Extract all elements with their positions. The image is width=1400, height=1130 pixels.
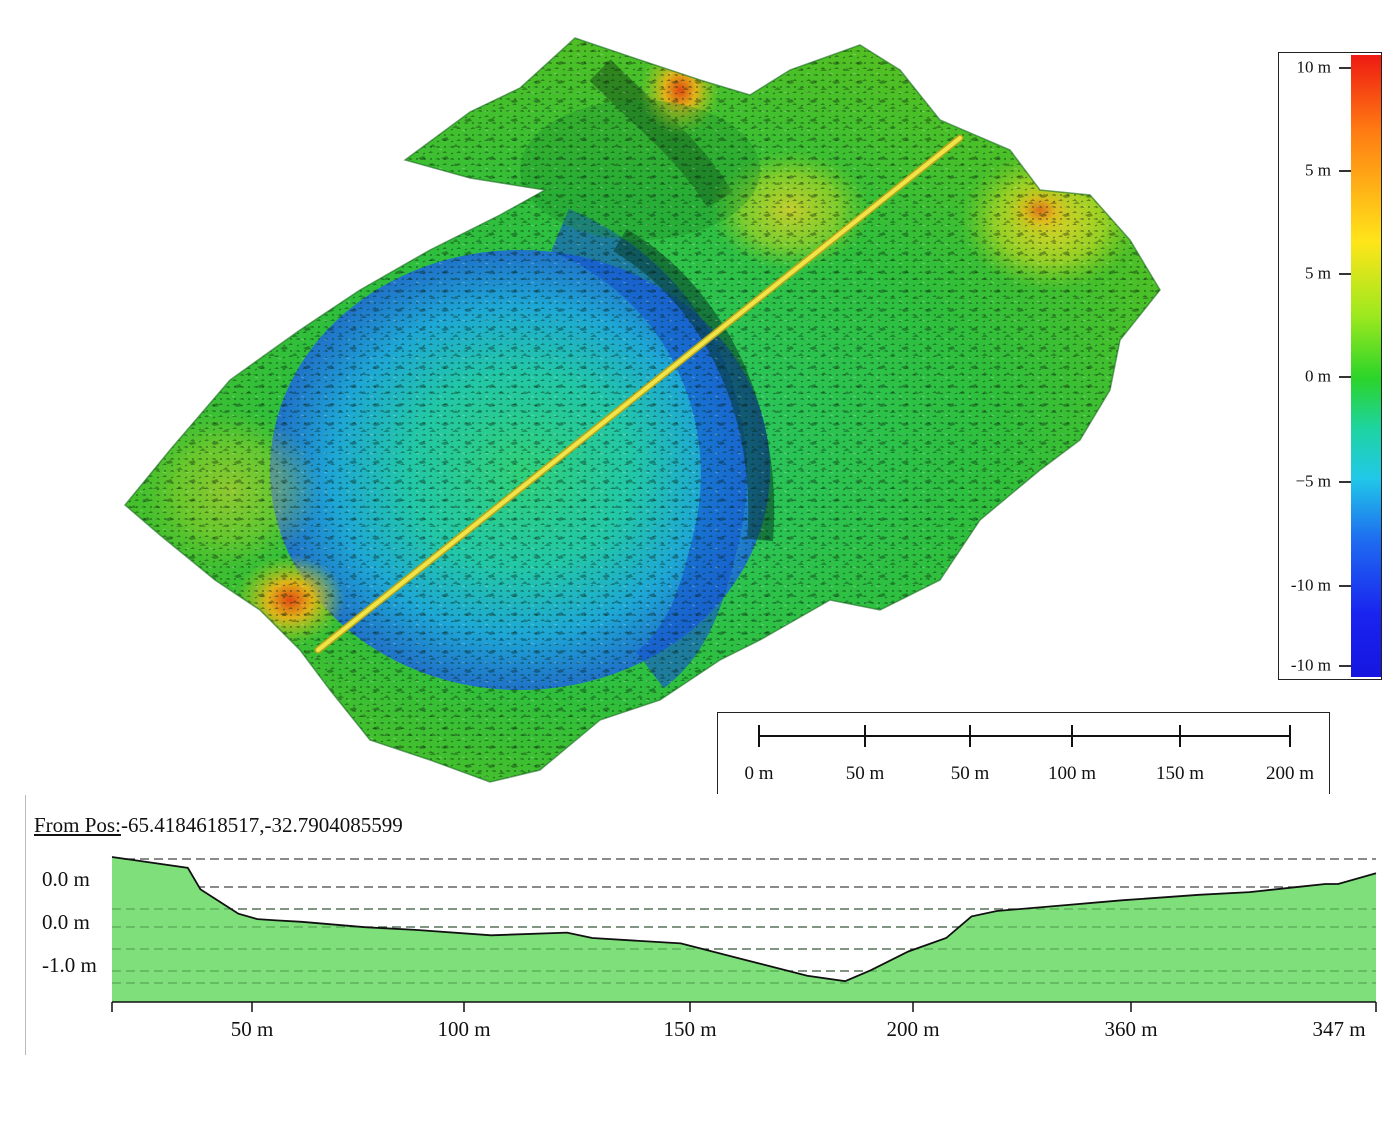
y-tick-label: 0.0 m <box>42 867 90 891</box>
scale-tick <box>969 725 971 747</box>
scale-bar: 0 m 50 m 50 m 100 m 150 m 200 m <box>717 712 1330 794</box>
profile-line <box>111 856 1377 983</box>
scale-label: 200 m <box>1265 763 1315 784</box>
legend-tick <box>1339 481 1351 483</box>
legend-label: −5 m <box>1295 471 1331 491</box>
profile-chart <box>111 856 1377 1012</box>
legend-label: -10 m <box>1290 575 1331 595</box>
x-tick-label: 360 m <box>1104 1017 1158 1041</box>
x-tick-label: 347 m <box>1312 1017 1366 1041</box>
scale-tick <box>864 725 866 747</box>
from-position: From Pos:-65.4184618517,-32.7904085599 <box>34 813 403 838</box>
legend-tick <box>1339 170 1351 172</box>
legend-label: 5 m <box>1305 160 1331 180</box>
y-tick-label: 0.0 m <box>42 910 90 934</box>
scale-bar-line <box>758 735 1290 737</box>
scale-label: 50 m <box>950 763 990 784</box>
from-pos-label: From Pos: <box>34 813 121 837</box>
scale-tick <box>1289 725 1291 747</box>
scale-label: 150 m <box>1155 763 1205 784</box>
legend-tick <box>1339 665 1351 667</box>
elevation-map <box>123 37 1161 783</box>
scale-tick <box>1179 725 1181 747</box>
legend-label: 5 m <box>1305 263 1331 283</box>
legend-label: -10 m <box>1290 655 1331 675</box>
legend-tick <box>1339 376 1351 378</box>
legend-tick <box>1339 273 1351 275</box>
x-tick-label: 100 m <box>437 1017 491 1041</box>
legend-tick <box>1339 585 1351 587</box>
x-tick-label: 50 m <box>230 1017 274 1041</box>
scale-label: 50 m <box>845 763 885 784</box>
x-tick-label: 200 m <box>886 1017 940 1041</box>
profile-area <box>112 857 1376 1002</box>
legend-label: 0 m <box>1305 366 1331 386</box>
elevation-legend: 10 m 5 m 5 m 0 m −5 m -10 m -10 m <box>1278 52 1382 680</box>
from-pos-value: -65.4184618517,-32.7904085599 <box>120 813 403 837</box>
legend-tick <box>1339 67 1351 69</box>
elevation-profile-panel: From Pos:-65.4184618517,-32.7904085599 0… <box>25 795 1387 1055</box>
scale-tick <box>758 725 760 747</box>
x-tick-label: 150 m <box>663 1017 717 1041</box>
scale-label: 100 m <box>1047 763 1097 784</box>
legend-label: 10 m <box>1296 57 1331 77</box>
scale-tick <box>1071 725 1073 747</box>
scale-label: 0 m <box>744 763 774 784</box>
legend-color-bar <box>1351 55 1381 677</box>
y-tick-label: -1.0 m <box>42 953 97 977</box>
